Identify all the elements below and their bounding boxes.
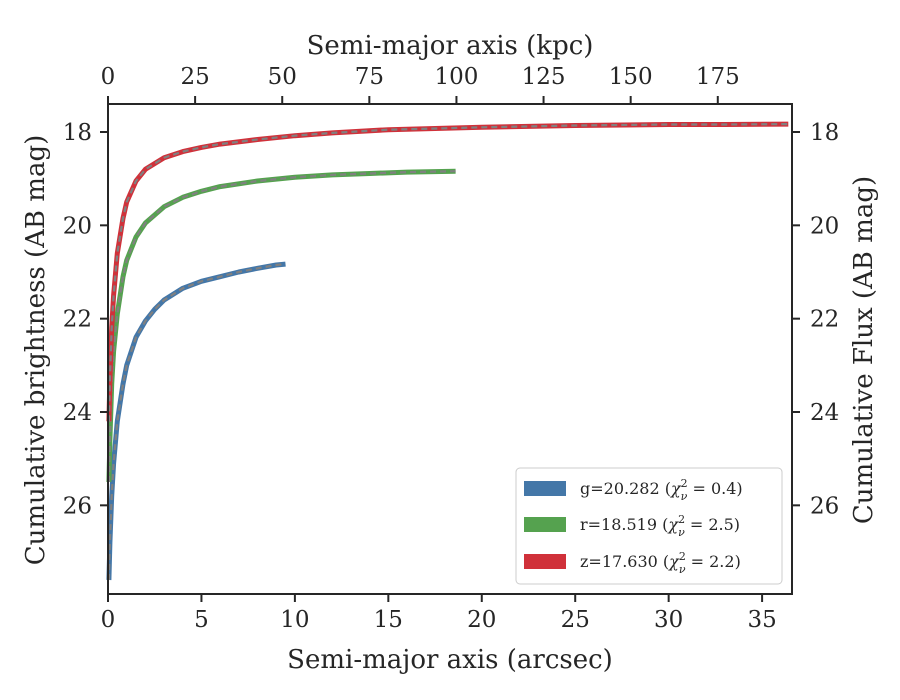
top-x-tick-label: 75 [355, 64, 384, 90]
top-x-tick-label: 0 [101, 64, 116, 90]
right-y-axis-label: Cumulative Flux (AB mag) [849, 176, 879, 524]
legend-label-g: g=20.282 (χ2 ν = 0.4) [580, 477, 743, 503]
legend-label-z: z=17.630 (χ2 ν = 2.2) [580, 550, 741, 576]
right-y-tick-label: 22 [810, 307, 839, 333]
top-x-axis-label: Semi-major axis (kpc) [307, 31, 594, 61]
series-line-0 [106, 261, 286, 581]
x-tick-label: 25 [561, 607, 590, 633]
right-y-tick-label: 18 [810, 120, 839, 146]
top-x-tick-label: 125 [522, 64, 566, 90]
right-y-tick-label: 20 [810, 213, 839, 239]
top-x-tick-label: 100 [434, 64, 478, 90]
legend-swatch-r [524, 517, 566, 532]
x-tick-label: 15 [374, 607, 403, 633]
x-tick-label: 5 [194, 607, 209, 633]
series-line-2 [106, 121, 789, 422]
top-x-tick-label: 25 [180, 64, 209, 90]
legend-swatch-z [524, 554, 566, 569]
legend: g=20.282 (χ2 ν = 0.4) r=18.519 (χ2 ν = 2.5… [515, 467, 783, 585]
x-axis-label: Semi-major axis (arcsec) [287, 645, 613, 675]
y-tick-label: 18 [63, 120, 92, 146]
x-tick-label: 30 [654, 607, 683, 633]
series-line-1 [106, 168, 456, 483]
plot-frame [107, 103, 793, 595]
series-model-line-2 [107, 123, 789, 422]
top-x-tick-label: 50 [268, 64, 297, 90]
top-x-tick-label: 175 [696, 64, 740, 90]
series-model-line-1 [107, 170, 456, 483]
top-x-tick-label: 150 [609, 64, 653, 90]
chart-ticks: 0 5 10 15 20 25 30 35 0 25 50 75 100 125 150 175 18 18 20 2… [63, 64, 840, 633]
x-tick-label: 35 [747, 607, 776, 633]
legend-frame [515, 467, 783, 585]
y-axis-label: Cumulative brightness (AB mag) [21, 135, 51, 566]
chart-marks [106, 121, 789, 581]
right-y-tick-label: 26 [810, 493, 839, 519]
legend-swatch-g [524, 481, 566, 496]
x-tick-label: 0 [101, 607, 116, 633]
y-tick-label: 22 [63, 307, 92, 333]
x-tick-label: 20 [467, 607, 496, 633]
y-tick-label: 26 [63, 493, 92, 519]
right-y-tick-label: 24 [810, 400, 839, 426]
series-model-line-0 [107, 263, 286, 581]
y-tick-label: 20 [63, 213, 92, 239]
y-tick-label: 24 [63, 400, 92, 426]
legend-label-r: r=18.519 (χ2 ν = 2.5) [580, 513, 740, 539]
x-tick-label: 10 [280, 607, 309, 633]
